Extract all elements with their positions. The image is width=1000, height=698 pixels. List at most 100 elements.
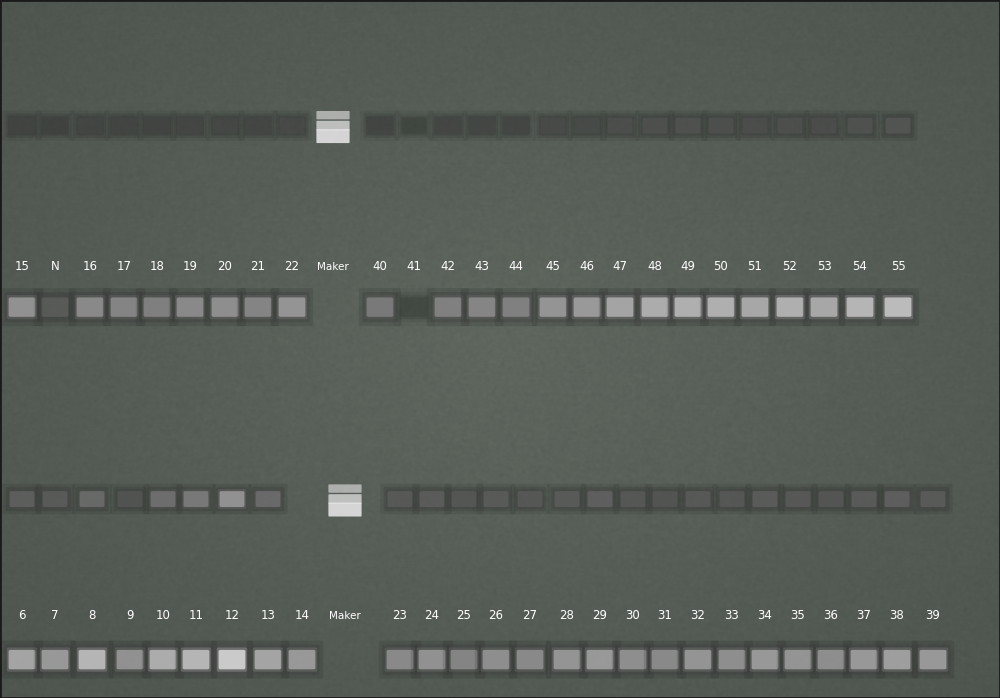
FancyBboxPatch shape — [416, 487, 448, 511]
FancyBboxPatch shape — [645, 484, 685, 514]
FancyBboxPatch shape — [77, 648, 107, 671]
FancyBboxPatch shape — [849, 648, 879, 671]
Text: 49: 49 — [680, 260, 696, 273]
FancyBboxPatch shape — [151, 491, 175, 507]
Text: 45: 45 — [546, 260, 560, 273]
FancyBboxPatch shape — [43, 118, 67, 133]
FancyBboxPatch shape — [177, 297, 203, 317]
FancyBboxPatch shape — [219, 650, 245, 669]
FancyBboxPatch shape — [435, 297, 461, 317]
FancyBboxPatch shape — [385, 648, 415, 671]
FancyBboxPatch shape — [244, 116, 272, 135]
FancyBboxPatch shape — [606, 116, 634, 135]
FancyBboxPatch shape — [705, 114, 737, 138]
FancyBboxPatch shape — [569, 292, 605, 322]
FancyBboxPatch shape — [672, 114, 704, 138]
FancyBboxPatch shape — [533, 110, 573, 141]
Text: 54: 54 — [853, 260, 867, 273]
Text: 48: 48 — [648, 260, 662, 273]
FancyBboxPatch shape — [436, 118, 460, 133]
Text: 29: 29 — [592, 609, 608, 622]
FancyBboxPatch shape — [70, 110, 110, 141]
FancyBboxPatch shape — [78, 118, 102, 133]
FancyBboxPatch shape — [701, 110, 741, 141]
FancyBboxPatch shape — [785, 650, 811, 669]
FancyBboxPatch shape — [74, 644, 110, 675]
FancyBboxPatch shape — [316, 111, 350, 119]
FancyBboxPatch shape — [388, 491, 412, 507]
FancyBboxPatch shape — [4, 292, 40, 322]
FancyBboxPatch shape — [211, 641, 253, 678]
FancyBboxPatch shape — [115, 648, 145, 671]
FancyBboxPatch shape — [109, 641, 151, 678]
FancyBboxPatch shape — [811, 297, 837, 317]
Text: 36: 36 — [824, 609, 838, 622]
FancyBboxPatch shape — [450, 489, 478, 509]
FancyBboxPatch shape — [879, 644, 915, 675]
FancyBboxPatch shape — [744, 641, 786, 678]
FancyBboxPatch shape — [145, 644, 181, 675]
FancyBboxPatch shape — [461, 288, 503, 326]
FancyBboxPatch shape — [43, 491, 67, 507]
FancyBboxPatch shape — [289, 650, 315, 669]
FancyBboxPatch shape — [852, 491, 876, 507]
FancyBboxPatch shape — [682, 487, 714, 511]
FancyBboxPatch shape — [362, 292, 398, 322]
FancyBboxPatch shape — [700, 288, 742, 326]
FancyBboxPatch shape — [883, 489, 911, 509]
FancyBboxPatch shape — [851, 650, 877, 669]
FancyBboxPatch shape — [380, 484, 420, 514]
FancyBboxPatch shape — [608, 118, 632, 133]
FancyBboxPatch shape — [573, 116, 601, 135]
FancyBboxPatch shape — [77, 297, 103, 317]
FancyBboxPatch shape — [612, 641, 654, 678]
FancyBboxPatch shape — [466, 114, 498, 138]
FancyBboxPatch shape — [816, 648, 846, 671]
FancyBboxPatch shape — [41, 489, 69, 509]
Text: 19: 19 — [182, 260, 198, 273]
FancyBboxPatch shape — [714, 644, 750, 675]
FancyBboxPatch shape — [502, 116, 530, 135]
FancyBboxPatch shape — [708, 297, 734, 317]
FancyBboxPatch shape — [178, 118, 202, 133]
FancyBboxPatch shape — [537, 114, 569, 138]
FancyBboxPatch shape — [145, 118, 169, 133]
FancyBboxPatch shape — [677, 641, 719, 678]
FancyBboxPatch shape — [468, 116, 496, 135]
Text: 20: 20 — [218, 260, 232, 273]
Text: 30: 30 — [626, 609, 640, 622]
FancyBboxPatch shape — [147, 487, 179, 511]
FancyBboxPatch shape — [6, 114, 38, 138]
FancyBboxPatch shape — [808, 114, 840, 138]
FancyBboxPatch shape — [452, 491, 476, 507]
FancyBboxPatch shape — [475, 641, 517, 678]
FancyBboxPatch shape — [72, 292, 108, 322]
FancyBboxPatch shape — [396, 292, 432, 322]
FancyBboxPatch shape — [734, 288, 776, 326]
FancyBboxPatch shape — [811, 484, 851, 514]
FancyBboxPatch shape — [243, 295, 273, 319]
FancyBboxPatch shape — [174, 114, 206, 138]
FancyBboxPatch shape — [846, 116, 874, 135]
FancyBboxPatch shape — [478, 644, 514, 675]
FancyBboxPatch shape — [483, 650, 509, 669]
Text: 55: 55 — [891, 260, 905, 273]
FancyBboxPatch shape — [446, 644, 482, 675]
FancyBboxPatch shape — [883, 295, 913, 319]
FancyBboxPatch shape — [720, 491, 744, 507]
FancyBboxPatch shape — [402, 118, 426, 133]
Text: 52: 52 — [783, 260, 797, 273]
FancyBboxPatch shape — [735, 110, 775, 141]
FancyBboxPatch shape — [588, 491, 612, 507]
FancyBboxPatch shape — [37, 292, 73, 322]
FancyBboxPatch shape — [742, 297, 768, 317]
FancyBboxPatch shape — [749, 487, 781, 511]
Text: 46: 46 — [580, 260, 594, 273]
FancyBboxPatch shape — [384, 487, 416, 511]
FancyBboxPatch shape — [652, 650, 678, 669]
FancyBboxPatch shape — [546, 641, 588, 678]
FancyBboxPatch shape — [743, 118, 767, 133]
FancyBboxPatch shape — [885, 297, 911, 317]
FancyBboxPatch shape — [448, 487, 480, 511]
FancyBboxPatch shape — [103, 288, 145, 326]
